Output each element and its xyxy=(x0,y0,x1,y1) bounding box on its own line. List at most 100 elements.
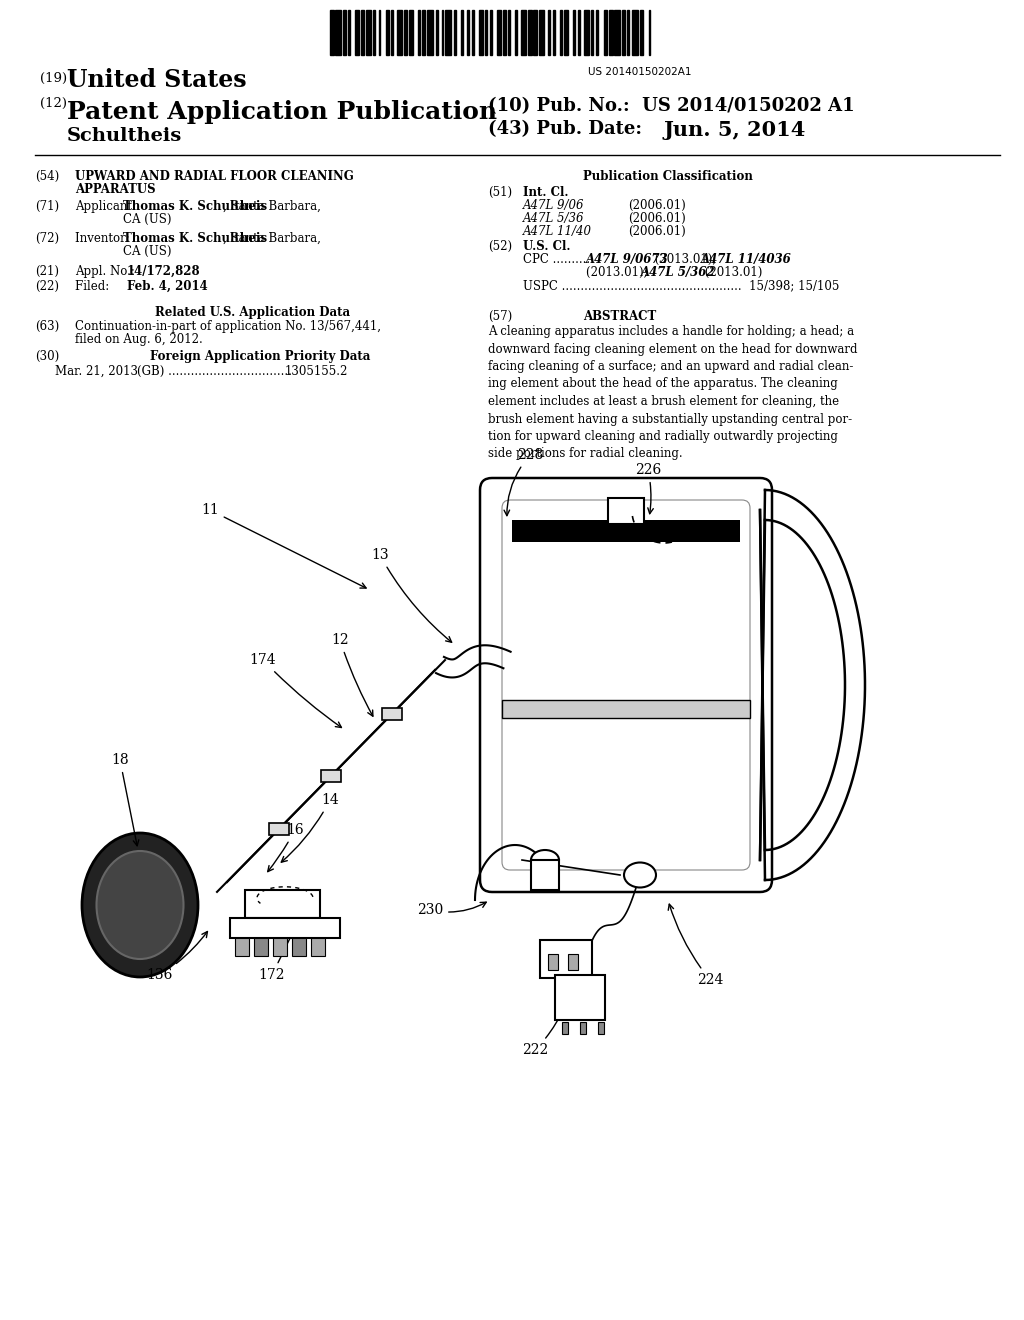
Text: CA (US): CA (US) xyxy=(123,213,171,226)
Bar xyxy=(422,11,425,55)
Text: Appl. No.:: Appl. No.: xyxy=(75,265,138,279)
Bar xyxy=(336,11,341,55)
Text: Foreign Application Priority Data: Foreign Application Priority Data xyxy=(150,350,371,363)
Text: , Santa Barbara,: , Santa Barbara, xyxy=(223,201,321,213)
Bar xyxy=(503,11,507,55)
Text: 14/172,828: 14/172,828 xyxy=(127,265,201,279)
Bar xyxy=(573,11,574,55)
Ellipse shape xyxy=(531,850,559,870)
Bar xyxy=(627,11,629,55)
Text: A47L 11/40: A47L 11/40 xyxy=(523,224,592,238)
Text: 230: 230 xyxy=(417,902,486,917)
Text: (63): (63) xyxy=(35,319,59,333)
Bar xyxy=(539,11,544,55)
Bar xyxy=(596,11,598,55)
Bar xyxy=(560,11,562,55)
Bar xyxy=(591,11,593,55)
Bar xyxy=(609,11,612,55)
Text: CPC ..........: CPC .......... xyxy=(523,253,594,267)
Bar xyxy=(603,11,607,55)
Bar xyxy=(445,11,451,55)
Bar xyxy=(562,1022,568,1034)
Text: 12: 12 xyxy=(331,634,373,717)
Bar xyxy=(633,11,638,55)
Text: (51): (51) xyxy=(488,186,512,199)
Text: A47L 5/362: A47L 5/362 xyxy=(641,267,716,279)
Text: (52): (52) xyxy=(488,240,512,253)
Text: (GB) .................................: (GB) ................................. xyxy=(137,366,292,378)
Text: 1305155.2: 1305155.2 xyxy=(285,366,348,378)
Bar xyxy=(355,11,358,55)
Text: 226: 226 xyxy=(635,463,662,513)
Text: Jun. 5, 2014: Jun. 5, 2014 xyxy=(663,120,805,140)
Bar xyxy=(608,498,644,524)
Bar xyxy=(427,11,432,55)
Bar xyxy=(254,939,268,956)
Bar xyxy=(268,824,289,836)
Bar xyxy=(531,861,559,890)
Ellipse shape xyxy=(624,862,656,887)
Bar xyxy=(598,1022,604,1034)
Text: ABSTRACT: ABSTRACT xyxy=(583,310,656,323)
Ellipse shape xyxy=(82,833,198,977)
Text: (71): (71) xyxy=(35,201,59,213)
Bar xyxy=(245,890,319,917)
Bar xyxy=(515,11,517,55)
Text: Patent Application Publication: Patent Application Publication xyxy=(67,100,497,124)
Text: 14: 14 xyxy=(282,793,339,862)
Text: UPWARD AND RADIAL FLOOR CLEANING: UPWARD AND RADIAL FLOOR CLEANING xyxy=(75,170,353,183)
Text: Schultheis: Schultheis xyxy=(67,127,182,145)
Ellipse shape xyxy=(96,851,183,960)
Text: (2013.01): (2013.01) xyxy=(701,267,763,279)
Bar xyxy=(564,11,567,55)
Bar xyxy=(441,11,443,55)
Text: Inventor:: Inventor: xyxy=(75,232,133,246)
Bar xyxy=(521,11,526,55)
Bar xyxy=(540,940,592,978)
Text: (54): (54) xyxy=(35,170,59,183)
Text: APPARATUS: APPARATUS xyxy=(75,183,156,195)
Text: U.S. Cl.: U.S. Cl. xyxy=(523,240,570,253)
Text: (22): (22) xyxy=(35,280,59,293)
Bar xyxy=(502,700,750,718)
Text: A47L 9/0673: A47L 9/0673 xyxy=(586,253,669,267)
Bar xyxy=(648,11,650,55)
Bar xyxy=(479,11,483,55)
Text: (10) Pub. No.:  US 2014/0150202 A1: (10) Pub. No.: US 2014/0150202 A1 xyxy=(488,96,855,115)
Text: (43) Pub. Date:: (43) Pub. Date: xyxy=(488,120,642,139)
Bar xyxy=(640,11,643,55)
Bar xyxy=(614,11,620,55)
Text: USPC ................................................  15/398; 15/105: USPC ...................................… xyxy=(523,279,840,292)
Text: CA (US): CA (US) xyxy=(123,246,171,257)
Bar xyxy=(292,939,306,956)
Text: (2006.01): (2006.01) xyxy=(628,213,686,224)
Bar xyxy=(467,11,469,55)
Bar xyxy=(580,1022,586,1034)
Bar xyxy=(273,939,287,956)
Bar xyxy=(555,975,605,1020)
Text: (57): (57) xyxy=(488,310,512,323)
Bar xyxy=(234,939,249,956)
Bar xyxy=(366,11,372,55)
Text: Applicant:: Applicant: xyxy=(75,201,139,213)
Bar xyxy=(379,11,380,55)
Bar xyxy=(568,954,578,970)
Bar xyxy=(373,11,375,55)
Text: , Santa Barbara,: , Santa Barbara, xyxy=(223,232,321,246)
Text: A47L 5/36: A47L 5/36 xyxy=(523,213,585,224)
FancyBboxPatch shape xyxy=(480,478,772,892)
Text: (72): (72) xyxy=(35,232,59,246)
Bar xyxy=(436,11,438,55)
Text: (21): (21) xyxy=(35,265,59,279)
Text: 18: 18 xyxy=(112,752,139,846)
Text: 13: 13 xyxy=(371,548,452,643)
Bar xyxy=(321,770,341,781)
Text: filed on Aug. 6, 2012.: filed on Aug. 6, 2012. xyxy=(75,333,203,346)
Bar xyxy=(484,11,486,55)
Text: Int. Cl.: Int. Cl. xyxy=(523,186,568,199)
Bar xyxy=(403,11,408,55)
Bar xyxy=(343,11,346,55)
Text: Feb. 4, 2014: Feb. 4, 2014 xyxy=(127,280,208,293)
Text: 11: 11 xyxy=(201,503,367,589)
Text: 222: 222 xyxy=(522,1008,563,1057)
